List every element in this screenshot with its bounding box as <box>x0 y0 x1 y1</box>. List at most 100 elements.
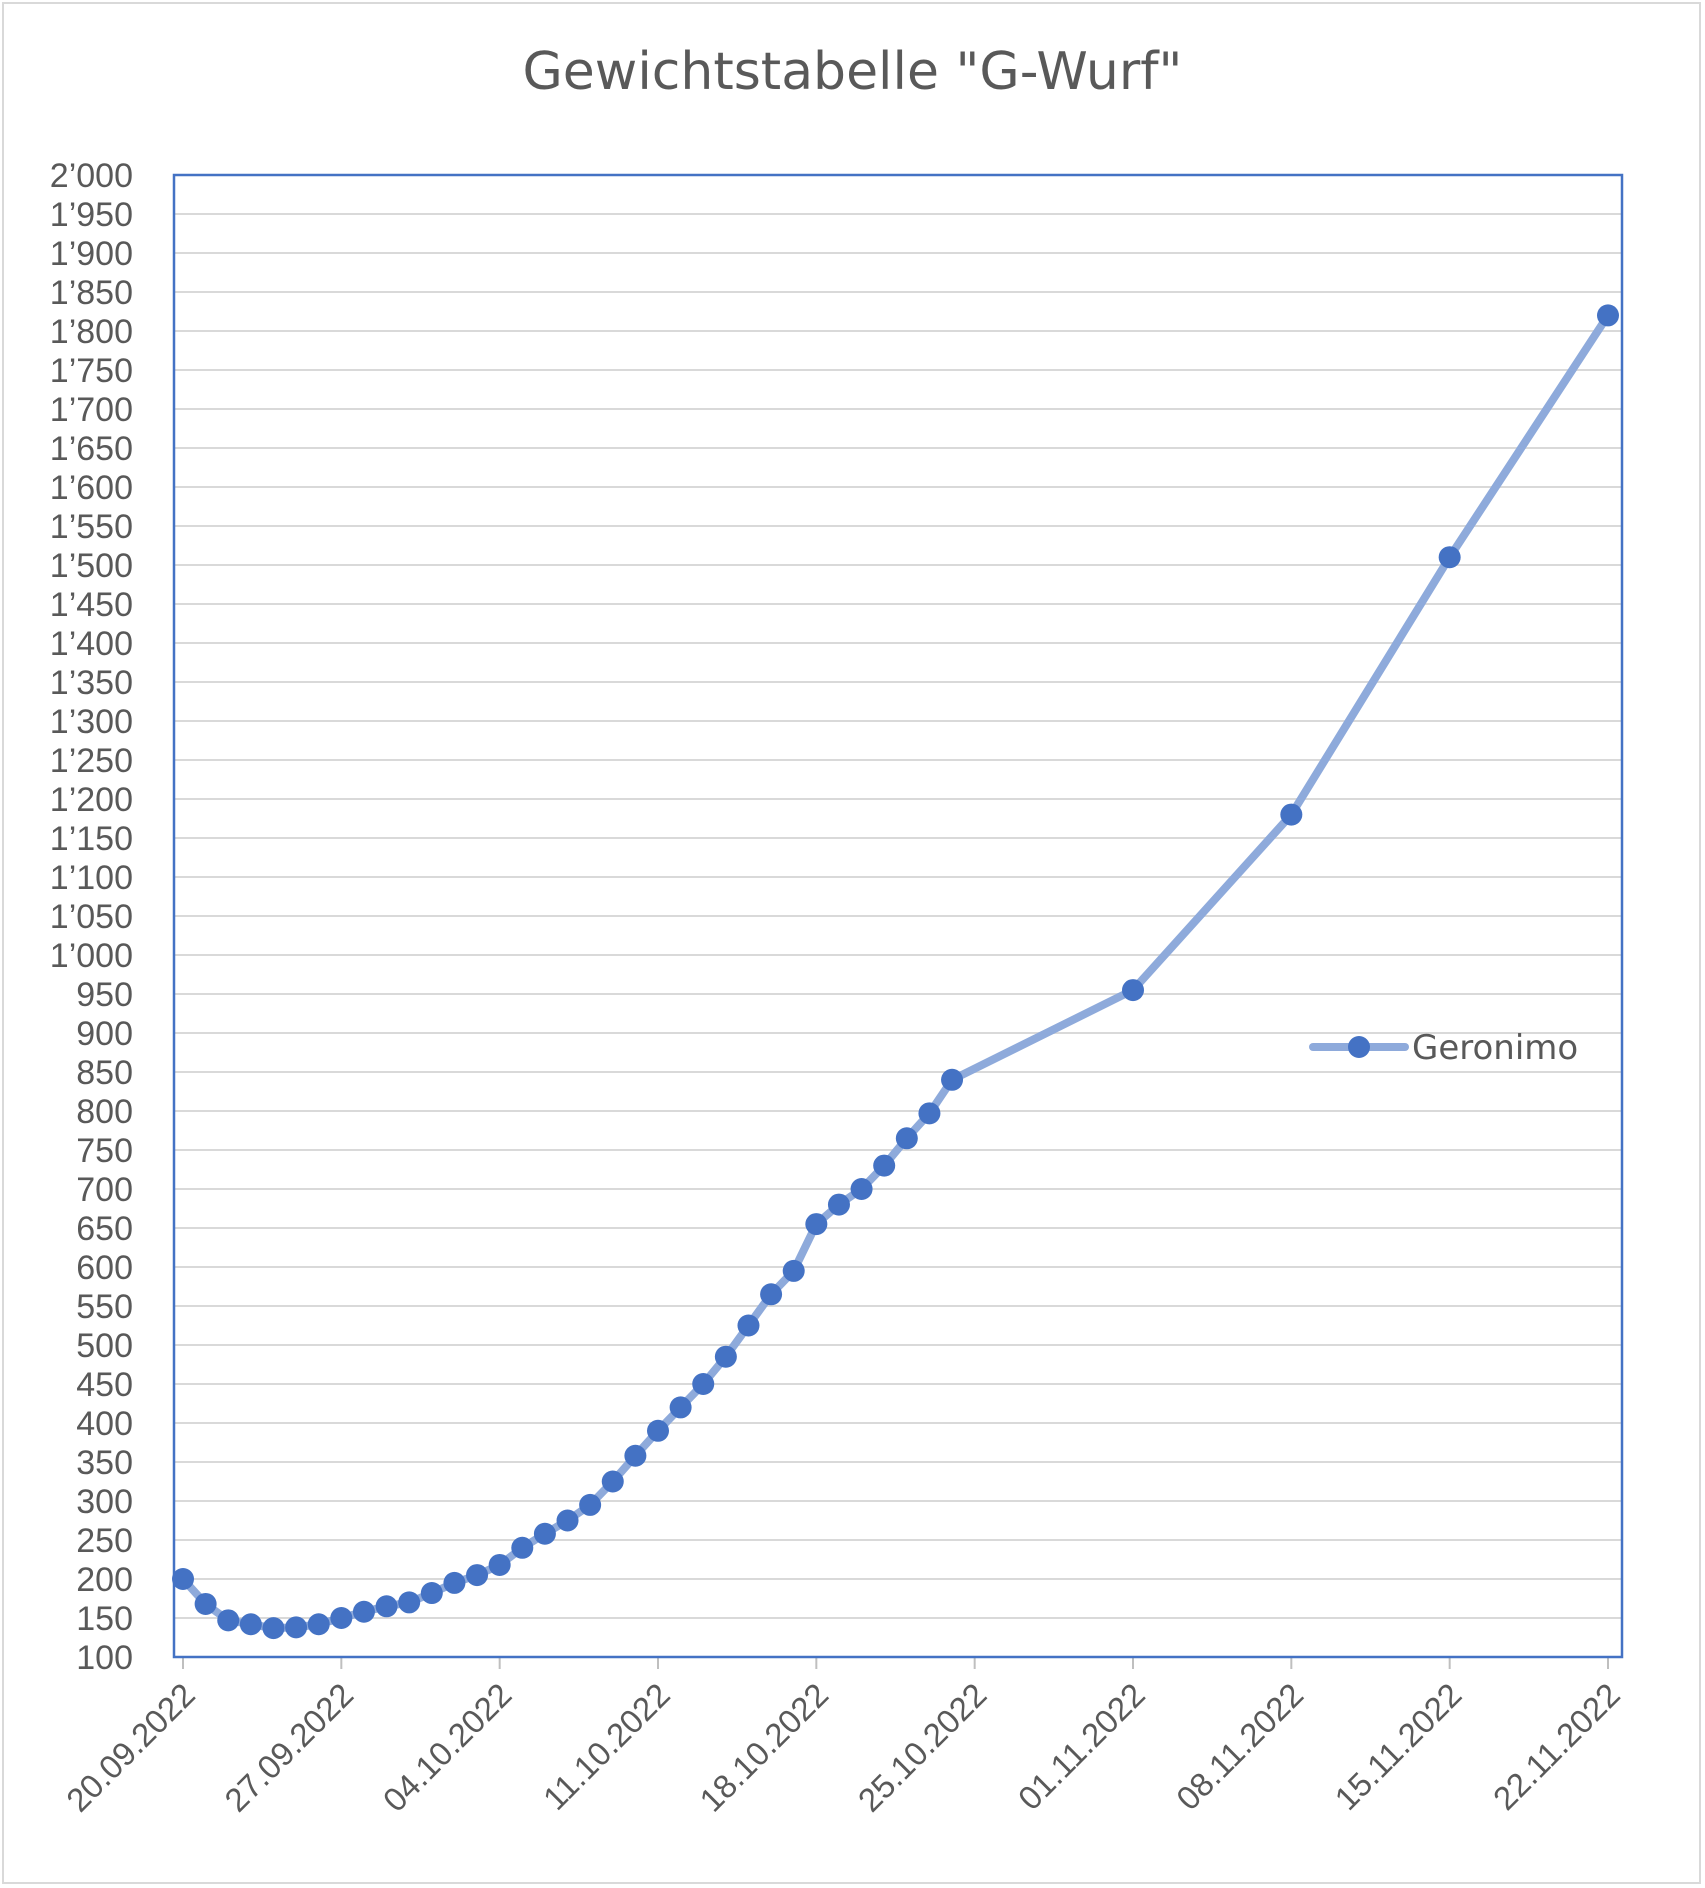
x-tick-label: 18.10.2022 <box>692 1676 835 1819</box>
y-tick-label: 1’150 <box>50 820 133 858</box>
data-point <box>330 1607 353 1629</box>
legend: Geronimo <box>1309 1028 1578 1068</box>
data-point <box>352 1600 375 1623</box>
data-point <box>579 1493 602 1516</box>
y-tick-label: 650 <box>76 1210 133 1248</box>
data-point <box>262 1617 285 1640</box>
data-point <box>217 1609 240 1632</box>
y-tick-label: 1’900 <box>50 235 133 273</box>
data-point <box>827 1193 850 1216</box>
y-tick-label: 1’650 <box>50 430 133 468</box>
y-tick-label: 300 <box>76 1483 133 1521</box>
data-point <box>1122 979 1144 1002</box>
data-point <box>692 1373 715 1395</box>
x-tick-label: 08.11.2022 <box>1169 1676 1310 1817</box>
data-point <box>601 1470 624 1493</box>
x-tick-label: 15.11.2022 <box>1327 1676 1468 1817</box>
y-tick-label: 1’500 <box>50 547 133 585</box>
y-tick-label: 1’450 <box>50 586 133 624</box>
data-point <box>443 1571 466 1594</box>
x-axis-ticks: 20.09.2022 27.09.2022 04.10.2022 11.10.2022… <box>59 1657 1627 1819</box>
y-tick-label: 150 <box>76 1600 133 1638</box>
data-point <box>760 1283 783 1306</box>
y-tick-label: 1’350 <box>50 664 133 702</box>
y-tick-label: 600 <box>76 1249 133 1287</box>
y-tick-label: 800 <box>76 1093 133 1131</box>
legend-label: Geronimo <box>1412 1028 1578 1068</box>
data-point <box>172 1568 194 1590</box>
data-point <box>239 1613 262 1636</box>
data-point <box>466 1564 489 1587</box>
y-tick-label: 500 <box>76 1327 133 1365</box>
y-tick-label: 1’550 <box>50 508 133 546</box>
y-axis-ticks: 1001502002503003504004505005506006507007… <box>50 157 133 1677</box>
y-tick-label: 750 <box>76 1132 133 1170</box>
data-point <box>307 1613 330 1636</box>
data-point <box>556 1509 579 1532</box>
y-tick-label: 950 <box>76 976 133 1014</box>
data-point <box>941 1068 964 1091</box>
y-tick-label: 1’050 <box>50 898 133 936</box>
data-point <box>737 1314 760 1337</box>
data-point <box>918 1102 941 1125</box>
data-point <box>873 1154 896 1177</box>
y-tick-label: 2’000 <box>50 157 133 195</box>
plot-border <box>172 173 1624 1659</box>
y-tick-label: 1’200 <box>50 781 133 819</box>
plot-area <box>172 173 1624 1659</box>
data-point <box>375 1595 398 1618</box>
data-point <box>1438 546 1461 569</box>
data-point <box>285 1616 308 1639</box>
y-tick-label: 100 <box>76 1639 133 1677</box>
y-tick-label: 200 <box>76 1561 133 1599</box>
data-point <box>398 1591 421 1614</box>
x-tick-label: 20.09.2022 <box>59 1676 202 1819</box>
data-point <box>1280 803 1303 826</box>
y-tick-label: 550 <box>76 1288 133 1326</box>
data-point <box>647 1419 669 1442</box>
y-tick-label: 1’250 <box>50 742 133 780</box>
data-point <box>194 1592 217 1615</box>
gridlines <box>174 174 1622 1658</box>
x-tick-label: 25.10.2022 <box>851 1676 994 1819</box>
x-tick-label: 22.11.2022 <box>1486 1676 1627 1817</box>
y-tick-label: 1’100 <box>50 859 133 897</box>
legend-marker <box>1348 1036 1370 1058</box>
data-point <box>488 1553 511 1576</box>
y-tick-label: 700 <box>76 1171 133 1209</box>
y-tick-label: 400 <box>76 1405 133 1443</box>
y-tick-label: 1’400 <box>50 625 133 663</box>
y-tick-label: 1’700 <box>50 391 133 429</box>
data-point <box>895 1127 918 1150</box>
y-tick-label: 1’950 <box>50 196 133 234</box>
y-tick-label: 350 <box>76 1444 133 1482</box>
y-tick-label: 250 <box>76 1522 133 1560</box>
y-tick-label: 1’800 <box>50 313 133 351</box>
data-point <box>1597 304 1619 327</box>
y-tick-label: 1’300 <box>50 703 133 741</box>
data-point <box>782 1259 805 1282</box>
data-point <box>420 1582 443 1605</box>
data-point <box>669 1396 692 1419</box>
x-tick-label: 01.11.2022 <box>1011 1676 1152 1817</box>
data-point <box>533 1522 556 1545</box>
chart-title: Gewichtstabelle "G-Wurf" <box>522 42 1183 102</box>
data-point <box>511 1536 534 1559</box>
data-point <box>624 1444 647 1467</box>
x-tick-label: 11.10.2022 <box>536 1676 677 1817</box>
y-tick-label: 1’750 <box>50 352 133 390</box>
x-tick-label: 27.09.2022 <box>217 1676 360 1819</box>
data-point <box>714 1345 737 1368</box>
data-point <box>805 1213 828 1236</box>
y-tick-label: 1’850 <box>50 274 133 312</box>
y-tick-label: 1’600 <box>50 469 133 507</box>
data-point <box>850 1178 873 1200</box>
y-tick-label: 1’000 <box>50 937 133 975</box>
x-tick-label: 04.10.2022 <box>376 1676 519 1819</box>
series-line <box>179 311 1612 1633</box>
y-tick-label: 450 <box>76 1366 133 1404</box>
y-tick-label: 850 <box>76 1054 133 1092</box>
y-tick-label: 900 <box>76 1015 133 1053</box>
